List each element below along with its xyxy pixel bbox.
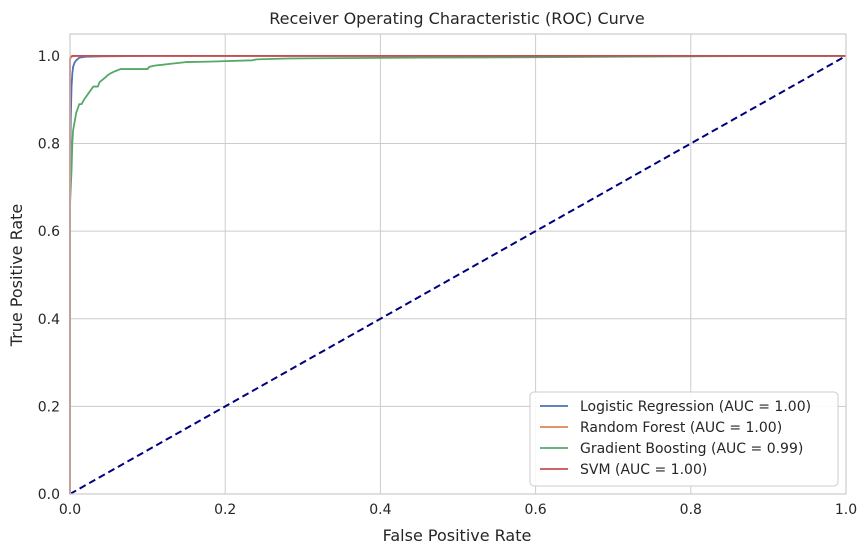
x-tick-labels: 0.0 0.2 0.4 0.6 0.8 1.0 xyxy=(59,502,857,518)
y-axis-label: True Positive Rate xyxy=(7,204,26,348)
legend-box xyxy=(529,391,839,487)
series-line-3 xyxy=(69,55,846,494)
x-tick-label: 1.0 xyxy=(835,502,857,518)
reference-line-layer xyxy=(69,55,847,495)
legend-entry-label: SVM (AUC = 1.00) xyxy=(580,462,707,478)
x-axis-label: False Positive Rate xyxy=(383,526,532,545)
chart-title: Receiver Operating Characteristic (ROC) … xyxy=(269,9,644,28)
x-tick-label: 0.4 xyxy=(369,502,391,518)
y-tick-label: 0.4 xyxy=(38,312,60,328)
legend-entry-label: Gradient Boosting (AUC = 0.99) xyxy=(580,441,803,457)
x-tick-label: 0.8 xyxy=(680,502,702,518)
y-tick-label: 0.2 xyxy=(38,399,60,415)
y-tick-label: 1.0 xyxy=(38,49,60,65)
reference-diagonal-line xyxy=(69,55,847,495)
plot-frame xyxy=(69,33,847,495)
y-tick-labels: 0.0 0.2 0.4 0.6 0.8 1.0 xyxy=(38,49,60,503)
y-tick-label: 0.8 xyxy=(38,137,60,153)
x-tick-label: 0.2 xyxy=(214,502,236,518)
legend-entry-label: Logistic Regression (AUC = 1.00) xyxy=(580,399,811,415)
series-layer xyxy=(69,55,846,494)
y-tick-label: 0.0 xyxy=(38,487,60,503)
legend-entry-label: Random Forest (AUC = 1.00) xyxy=(580,420,782,436)
x-tick-label: 0.6 xyxy=(524,502,546,518)
x-tick-label: 0.0 xyxy=(59,502,81,518)
plot-border xyxy=(69,33,847,495)
y-tick-label: 0.6 xyxy=(38,224,60,240)
legend: Logistic Regression (AUC = 1.00) Random F… xyxy=(529,391,839,487)
